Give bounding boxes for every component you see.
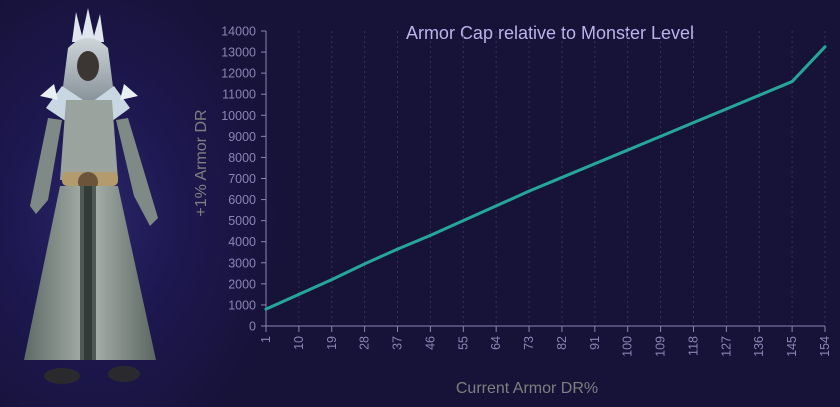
y-tick-label: 10000 (221, 109, 256, 123)
x-tick-label: 1 (259, 336, 273, 343)
data-point (560, 176, 564, 179)
y-tick-label: 11000 (222, 88, 256, 102)
x-tick-label: 73 (522, 336, 536, 350)
x-tick-label: 145 (785, 336, 799, 357)
y-tick-label: 8000 (228, 151, 256, 165)
data-point (659, 134, 662, 138)
data-point (494, 204, 498, 208)
series-line (264, 45, 827, 311)
data-point (692, 121, 695, 125)
x-tick-label: 154 (818, 336, 832, 357)
x-axis-label: Current Armor DR% (456, 380, 598, 397)
y-tick-label: 14000 (221, 25, 256, 39)
series-layer (264, 45, 827, 311)
data-point (396, 247, 399, 251)
y-tick-label: 5000 (228, 214, 256, 228)
chart-title: Armor Cap relative to Monster Level (406, 23, 694, 43)
x-tick-label: 100 (621, 336, 635, 357)
y-tick-label: 9000 (228, 130, 256, 144)
y-tick-label: 0 (249, 320, 256, 334)
hero-character-image (24, 8, 158, 384)
y-tick-label: 6000 (228, 193, 256, 207)
x-axis-ticks: 1 10 19 28 37 46 55 64 73 82 91 100 109 118 127 136 145 1… (259, 326, 832, 357)
data-point (264, 307, 268, 311)
x-tick-label: 127 (719, 336, 733, 357)
x-tick-label: 91 (588, 336, 602, 350)
data-point (593, 162, 597, 166)
axes (265, 31, 825, 327)
data-point (363, 262, 367, 266)
grid-lines (298, 31, 826, 326)
x-tick-label: 64 (489, 336, 503, 350)
x-tick-label: 55 (456, 336, 470, 350)
x-tick-label: 37 (391, 336, 405, 350)
data-point (626, 148, 630, 152)
data-point (461, 219, 465, 223)
x-tick-label: 10 (292, 336, 306, 350)
y-tick-label: 4000 (228, 235, 256, 249)
data-point (724, 107, 728, 111)
y-tick-label: 7000 (228, 172, 256, 186)
data-point (330, 278, 334, 282)
x-tick-label: 109 (654, 336, 668, 357)
x-tick-label: 19 (325, 336, 339, 350)
y-tick-label: 1000 (228, 298, 256, 312)
data-point (790, 80, 794, 83)
x-tick-label: 28 (358, 336, 372, 350)
y-tick-label: 12000 (221, 67, 256, 81)
y-tick-label: 2000 (228, 277, 256, 291)
y-tick-label: 13000 (221, 46, 256, 60)
x-tick-label: 118 (686, 336, 700, 356)
y-axis-ticks: 0 1000 2000 3000 4000 5000 6000 7000 8000 9000 100… (221, 25, 266, 334)
data-point (757, 93, 761, 97)
y-axis-label: +1% Armor DR (193, 109, 210, 216)
data-point (527, 189, 531, 193)
x-tick-label: 46 (423, 336, 437, 350)
y-tick-label: 3000 (228, 256, 256, 270)
data-point (429, 233, 432, 237)
x-tick-label: 136 (752, 336, 766, 357)
data-point (297, 292, 301, 296)
data-point (823, 45, 827, 49)
x-tick-label: 82 (555, 336, 569, 350)
